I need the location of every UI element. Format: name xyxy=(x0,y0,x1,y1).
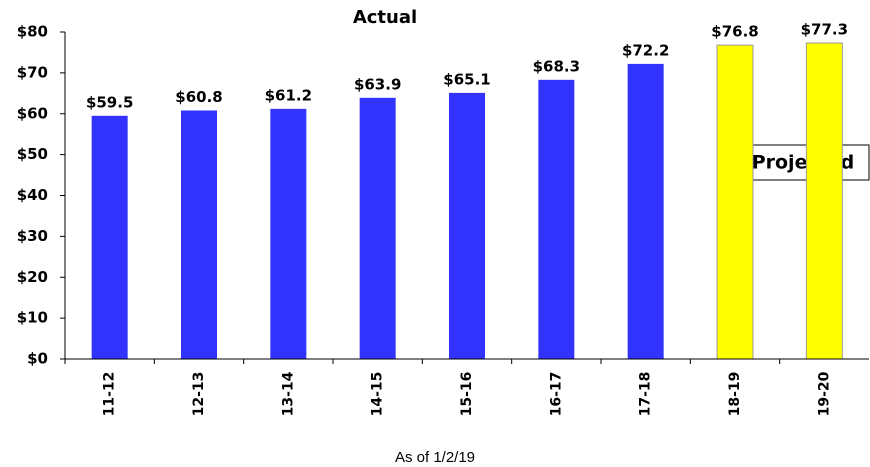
data-label: $60.8 xyxy=(175,88,222,106)
bar xyxy=(538,79,575,359)
y-tick-label: $50 xyxy=(17,145,48,163)
data-label: $72.2 xyxy=(622,41,669,59)
y-tick-label: $20 xyxy=(17,268,48,286)
data-label: $77.3 xyxy=(801,21,848,39)
bar xyxy=(805,42,843,360)
y-tick-label: $60 xyxy=(17,104,48,122)
x-tick-label: 11-12 xyxy=(102,372,118,417)
y-tick-label: $30 xyxy=(17,227,48,245)
x-tick-label: 18-19 xyxy=(727,372,743,417)
x-tick-label: 17-18 xyxy=(638,372,654,417)
y-tick-label: $80 xyxy=(17,23,48,41)
y-tick-label: $70 xyxy=(17,63,48,81)
y-tick-label: $10 xyxy=(17,309,48,327)
chart-title: Actual xyxy=(353,7,417,28)
note: As of 1/2/19 xyxy=(395,449,475,466)
bar xyxy=(627,63,664,359)
data-label: $68.3 xyxy=(533,57,580,75)
data-label: $61.2 xyxy=(265,86,312,104)
x-tick-label: 14-15 xyxy=(370,372,386,417)
data-label: $65.1 xyxy=(443,70,490,88)
bar xyxy=(181,110,217,359)
bar xyxy=(449,92,485,359)
y-tick-label: $0 xyxy=(27,350,48,368)
data-label: $76.8 xyxy=(711,23,758,41)
x-tick-label: 15-16 xyxy=(459,372,475,417)
x-tick-label: 16-17 xyxy=(548,372,564,417)
bar xyxy=(716,44,754,360)
bar xyxy=(270,108,307,359)
bar xyxy=(359,97,396,359)
y-tick-label: $40 xyxy=(17,186,48,204)
data-label: $63.9 xyxy=(354,75,401,93)
x-tick-label: 12-13 xyxy=(191,372,207,417)
annotation-box xyxy=(736,144,870,181)
data-label: $59.5 xyxy=(86,93,133,111)
x-tick-label: 19-20 xyxy=(816,371,832,416)
bar xyxy=(91,115,128,359)
x-tick-label: 13-14 xyxy=(280,371,296,416)
